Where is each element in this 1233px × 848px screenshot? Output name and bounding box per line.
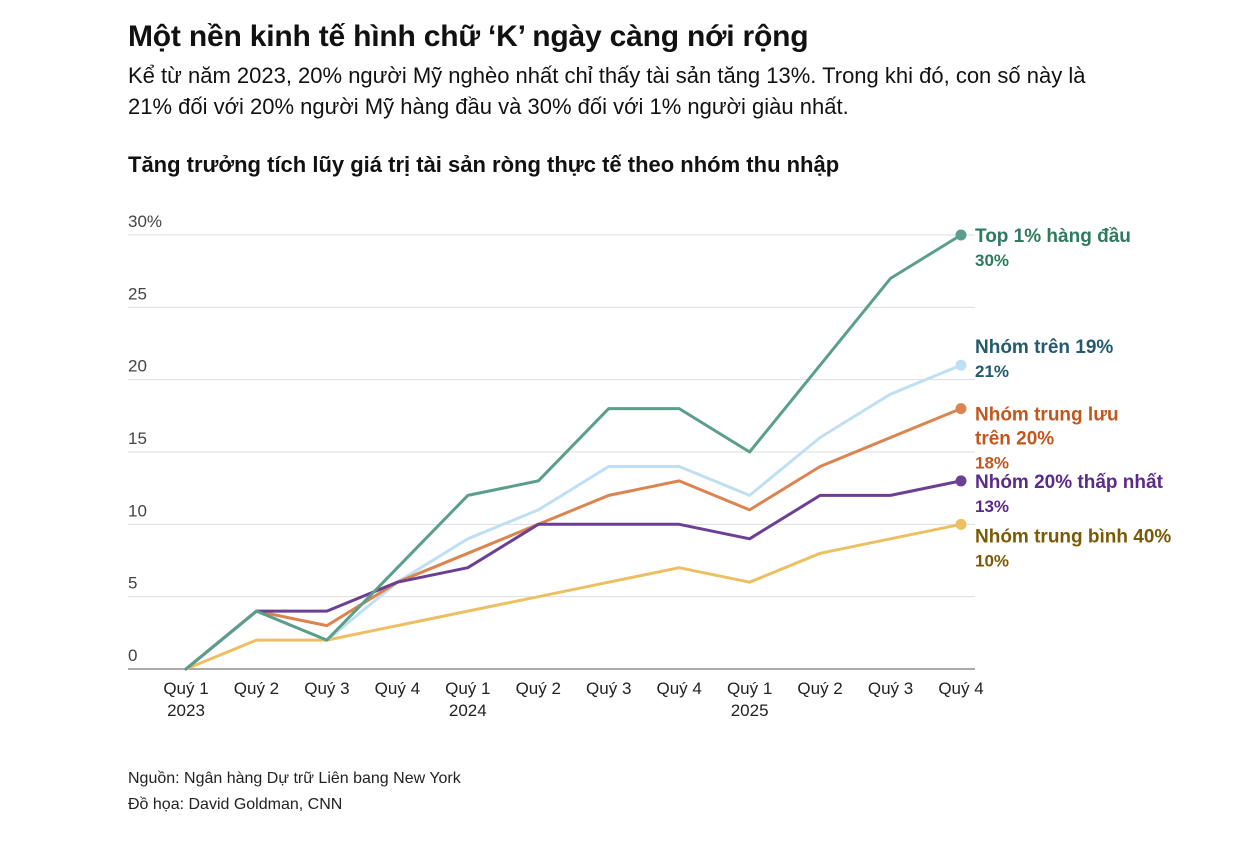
series-end-point: [955, 359, 967, 371]
series-value-label: 13%: [975, 497, 1009, 516]
x-tick-label: Quý 2: [797, 679, 842, 698]
series-name-label: Nhóm 20% thấp nhất: [975, 472, 1164, 493]
end-points: [955, 229, 967, 530]
x-tick-label: Quý 3: [586, 679, 631, 698]
y-tick-label: 20: [128, 357, 147, 376]
series-end-point: [955, 403, 967, 415]
series-end-point: [955, 229, 967, 241]
series-end-point: [955, 518, 967, 530]
x-tick-label: Quý 4: [375, 679, 420, 698]
series-name-label: Nhóm trung bình 40%: [975, 526, 1171, 547]
x-tick-label: Quý 3: [868, 679, 913, 698]
x-tick-label: Quý 4: [657, 679, 702, 698]
y-tick-label: 5: [128, 574, 137, 593]
x-year-label: 2024: [449, 701, 487, 720]
series-value-label: 30%: [975, 251, 1009, 270]
series-line: [184, 407, 963, 671]
x-tick-label: Quý 2: [516, 679, 561, 698]
x-year-label: 2023: [167, 701, 205, 720]
series-name-label: Nhóm trung lưu trên 20%: [975, 405, 1119, 450]
series-value-label: 18%: [975, 454, 1009, 473]
y-tick-label: 25: [128, 284, 147, 303]
source-note: Nguồn: Ngân hàng Dự trữ Liên bang New Yo…: [128, 770, 461, 787]
graphic-credit: Đồ họa: David Goldman, CNN: [128, 796, 343, 813]
x-year-label: 2025: [731, 701, 769, 720]
series-line: [184, 233, 963, 671]
x-tick-label: Quý 2: [234, 679, 279, 698]
y-tick-label: 30%: [128, 212, 162, 231]
y-axis-tick-labels: 0 5 10 15 20 25 30%: [128, 212, 162, 665]
dek: Kể từ năm 2023, 20% người Mỹ nghèo nhất …: [128, 63, 1086, 119]
series-line: [184, 363, 963, 671]
series-line: [184, 522, 963, 671]
series-end-point: [955, 475, 967, 487]
x-tick-label: Quý 4: [938, 679, 983, 698]
series-name-label: Top 1% hàng đầu: [975, 226, 1131, 247]
headline: Một nền kinh tế hình chữ ‘K’ ngày càng n…: [128, 20, 809, 53]
x-tick-label: Quý 1: [163, 679, 208, 698]
chart-title: Tăng trưởng tích lũy giá trị tài sản ròn…: [128, 152, 840, 177]
x-tick-label: Quý 3: [304, 679, 349, 698]
series-name-label: Nhóm trên 19%: [975, 337, 1113, 358]
series-value-label: 21%: [975, 362, 1009, 381]
x-tick-label: Quý 1: [445, 679, 490, 698]
y-tick-label: 10: [128, 501, 147, 520]
x-tick-label: Quý 1: [727, 679, 772, 698]
series-value-label: 10%: [975, 551, 1009, 570]
y-tick-label: 0: [128, 646, 137, 665]
gridlines: [128, 234, 975, 670]
series-line: [184, 479, 963, 671]
y-tick-label: 15: [128, 429, 147, 448]
series-lines: [184, 233, 963, 671]
series-labels: Top 1% hàng đầu 30% Nhóm trên 19% 21% Nhóm t…: [975, 226, 1171, 570]
x-axis-tick-labels: Quý 1 2023 Quý 2 Quý 3 Quý 4 Quý 1 2024 Quý 2 Qu…: [163, 679, 983, 720]
